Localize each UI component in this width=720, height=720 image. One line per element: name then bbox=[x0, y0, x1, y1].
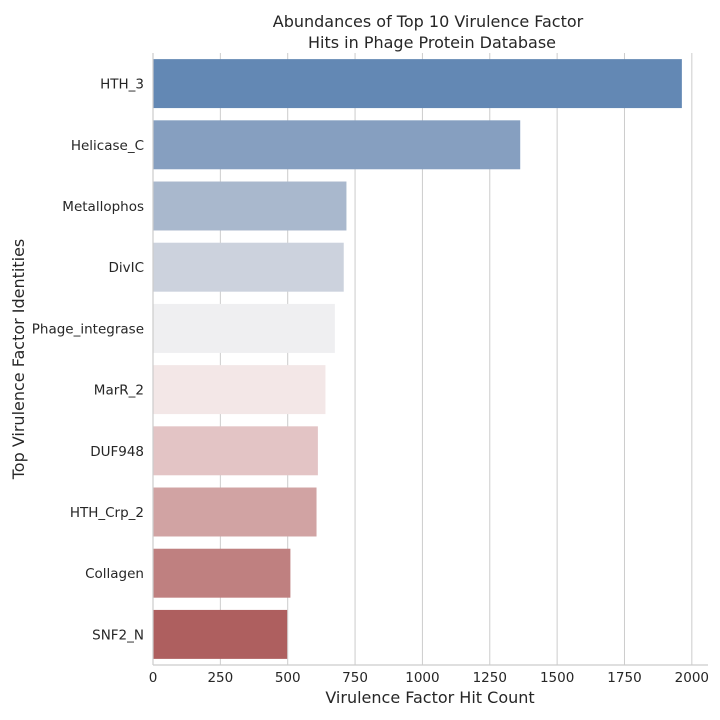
y-tick-label: HTH_Crp_2 bbox=[70, 505, 144, 521]
y-axis-label: Top Virulence Factor Identities bbox=[9, 239, 28, 481]
x-tick-label: 1250 bbox=[473, 670, 507, 686]
chart-title-line-2: Hits in Phage Protein Database bbox=[308, 33, 556, 52]
y-tick-label: SNF2_N bbox=[92, 627, 144, 643]
bar-marr-2 bbox=[153, 365, 326, 415]
x-tick-label: 2000 bbox=[675, 670, 709, 686]
bar-snf2-n bbox=[153, 609, 288, 659]
y-tick-label: MarR_2 bbox=[94, 383, 144, 399]
chart-title-line-1: Abundances of Top 10 Virulence Factor bbox=[273, 12, 584, 31]
bar-phage-integrase bbox=[153, 303, 335, 353]
bar-collagen bbox=[153, 548, 291, 598]
x-tick-label: 1500 bbox=[540, 670, 574, 686]
y-tick-label: Phage_integrase bbox=[32, 321, 144, 337]
bar-divic bbox=[153, 242, 344, 292]
x-tick-label: 1000 bbox=[405, 670, 439, 686]
y-tick-label: HTH_3 bbox=[100, 77, 144, 93]
y-tick-label: Metallophos bbox=[62, 199, 144, 215]
y-tick-label: DivIC bbox=[108, 260, 144, 276]
x-tick-label: 0 bbox=[149, 670, 158, 686]
x-tick-labels: 0 250 500 750 1000 1250 1500 1750 2000 bbox=[149, 670, 709, 686]
y-tick-labels: HTH_3 Helicase_C Metallophos DivIC Phage_int… bbox=[32, 77, 144, 644]
x-tick-label: 750 bbox=[342, 670, 368, 686]
bar-metallophos bbox=[153, 181, 347, 231]
bars bbox=[153, 59, 682, 659]
bar-helicase-c bbox=[153, 120, 521, 170]
y-tick-label: Helicase_C bbox=[71, 138, 144, 154]
bar-duf948 bbox=[153, 426, 318, 476]
y-tick-label: Collagen bbox=[85, 566, 144, 582]
bar-hth-crp-2 bbox=[153, 487, 317, 537]
y-tick-label: DUF948 bbox=[90, 444, 144, 460]
x-axis-label: Virulence Factor Hit Count bbox=[325, 688, 534, 707]
x-tick-label: 500 bbox=[275, 670, 301, 686]
bar-hth-3 bbox=[153, 59, 682, 109]
x-tick-label: 250 bbox=[207, 670, 233, 686]
x-tick-label: 1750 bbox=[607, 670, 641, 686]
